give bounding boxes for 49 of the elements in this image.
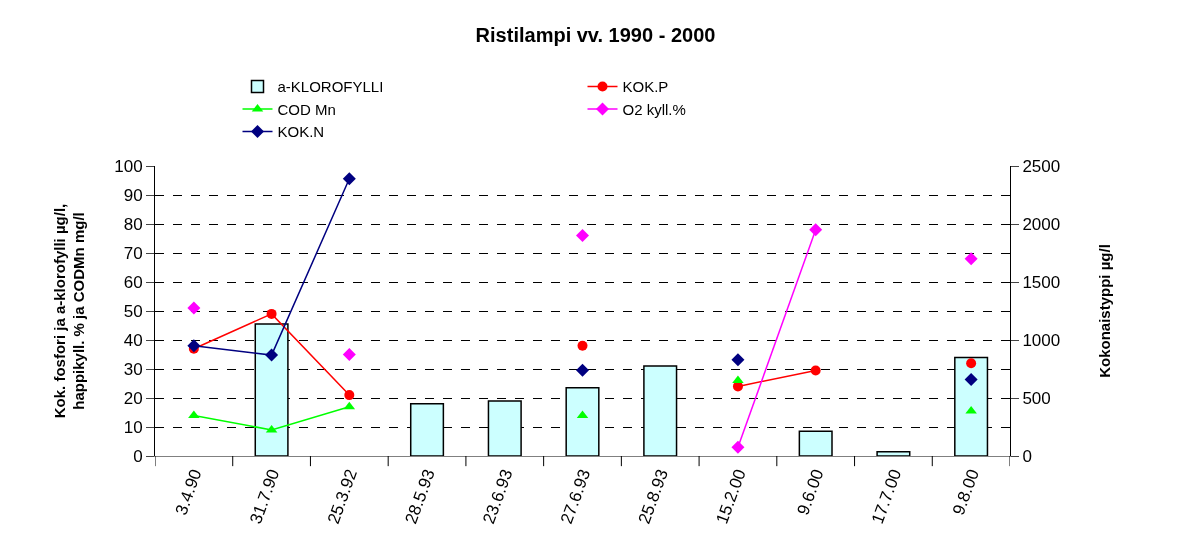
x-tick-label: 9.8.00: [948, 466, 983, 518]
x-tick-label: 25.8.93: [634, 466, 672, 527]
point: [964, 252, 978, 266]
y2-tick-label: 1500: [1022, 272, 1061, 292]
y-tick-label: 90: [123, 185, 143, 205]
point: [809, 223, 823, 237]
bar: [798, 430, 833, 456]
y-tick-label: 30: [123, 359, 143, 379]
legend-label: COD Mn: [277, 100, 336, 118]
bar: [876, 450, 911, 456]
x-tick-label: 3.4.90: [171, 466, 206, 518]
y-tick-label: 10: [123, 417, 143, 437]
point: [966, 358, 977, 369]
point: [576, 363, 589, 377]
y-tick-label: 80: [123, 214, 143, 234]
y-tick-label: 60: [123, 272, 143, 292]
point: [344, 390, 355, 401]
point: [731, 353, 745, 367]
y-tick-label: 0: [133, 446, 143, 466]
y2-tick-label: 0: [1022, 446, 1032, 466]
y-tick-label: 40: [123, 330, 143, 350]
point: [187, 301, 201, 315]
chart-title: Ristilampi vv. 1990 - 2000: [475, 23, 716, 46]
legend-label: KOK.N: [277, 123, 325, 141]
point: [266, 308, 277, 319]
y-tick-label: 50: [123, 301, 143, 321]
y2-axis-title: Kokonaistyppi µg/l: [1096, 244, 1114, 378]
y-axis-title: Kok. fosfori ja a-klorofylli µg/l, happikyll. % ja CODMn mg/l: [50, 203, 88, 419]
point: [576, 229, 589, 243]
x-tick-label: 15.2.00: [712, 466, 750, 527]
legend-label: KOK.P: [622, 78, 669, 96]
point: [731, 440, 745, 454]
y2-tick-label: 500: [1022, 388, 1051, 408]
point: [342, 172, 356, 186]
point: [265, 348, 279, 362]
y2-tick-label: 2500: [1022, 156, 1061, 176]
legend-label: a-KLOROFYLLI: [277, 78, 384, 96]
y2-tick-label: 1000: [1022, 330, 1061, 350]
legend-label: O2 kyll.%: [622, 100, 686, 118]
x-tick-label: 9.6.00: [793, 466, 828, 518]
y-tick-label: 20: [123, 388, 143, 408]
y-tick-label: 100: [114, 156, 143, 176]
point: [187, 339, 201, 353]
point: [342, 348, 356, 361]
y2-tick-label: 2000: [1022, 214, 1061, 234]
point: [964, 372, 978, 386]
point: [577, 340, 588, 351]
y-tick-label: 70: [123, 243, 143, 263]
bar: [565, 387, 600, 456]
